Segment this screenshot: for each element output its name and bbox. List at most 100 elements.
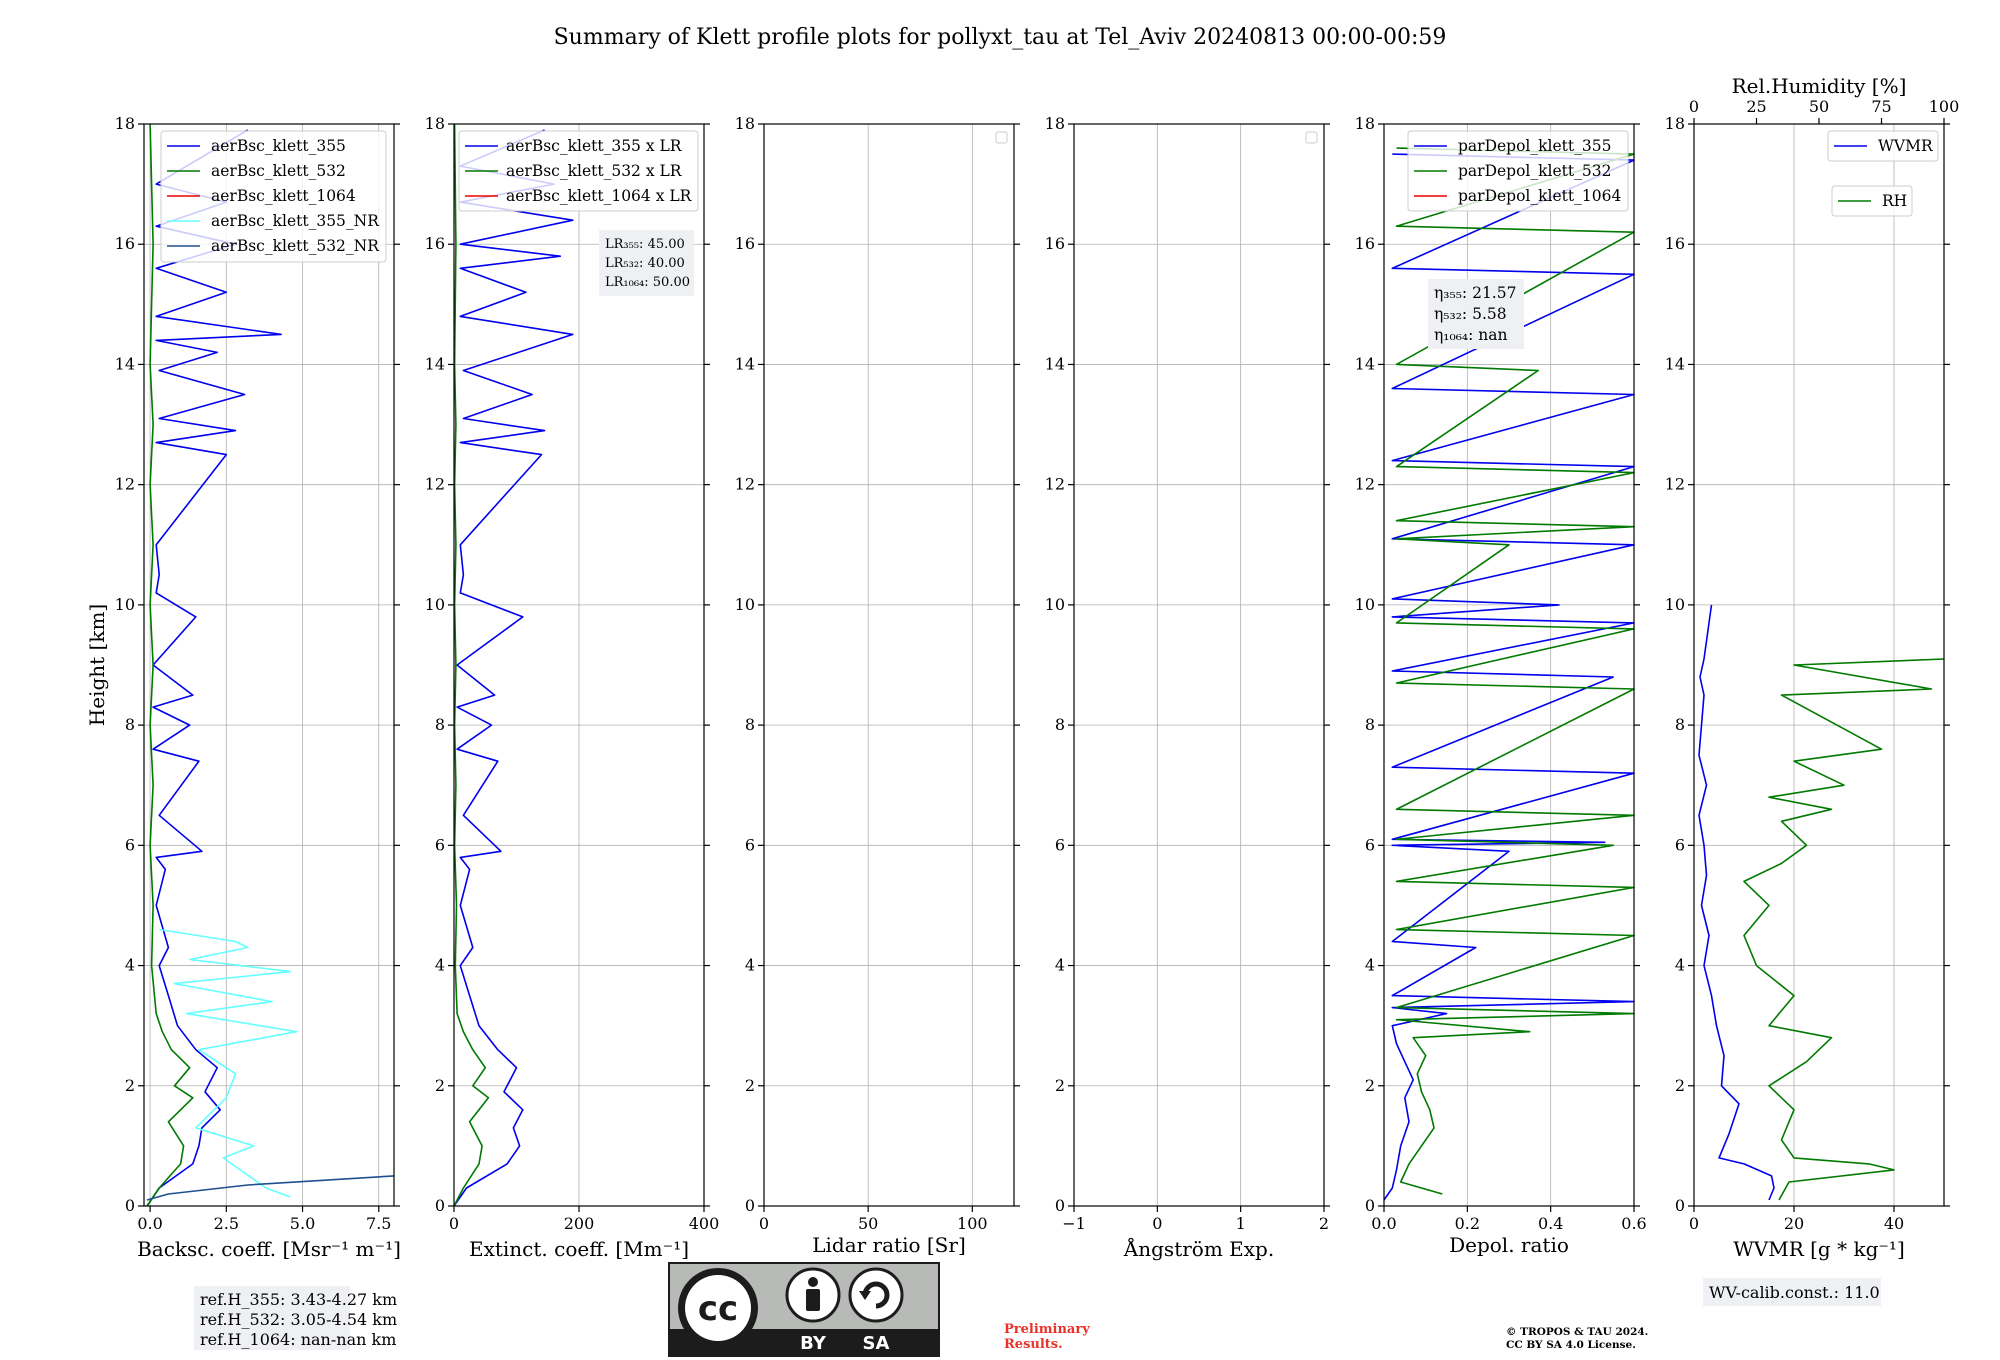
preliminary-results-note: Preliminary Results.: [1004, 1322, 1090, 1352]
series-line-aerbsc-klett-355: [146, 129, 283, 1207]
reference-height-box: [194, 1286, 350, 1350]
legend-label-wvmr: WVMR: [1878, 137, 1934, 155]
sa-arrow-arc: [862, 1281, 890, 1309]
sa-share-alike-icon: [848, 1267, 904, 1323]
depol-xlabel: Depol. ratio: [1449, 1233, 1569, 1257]
legend-label-depol355: parDepol_klett_355: [1458, 137, 1611, 155]
backscatter-grid: [144, 123, 394, 1207]
y-tick-label: 6: [745, 835, 755, 854]
lidarratio-grid: [763, 123, 1014, 1207]
extinction-legend: aerBsc_klett_355 x LR aerBsc_klett_532 x…: [458, 130, 699, 212]
series-line-rh: [1743, 658, 1945, 1201]
sa-label: SA: [863, 1333, 890, 1354]
y-tick-label: 2: [1365, 1076, 1375, 1095]
legend-label-bsc532: aerBsc_klett_532: [211, 162, 346, 180]
y-tick-label: 0: [1365, 1196, 1375, 1215]
top-x-tick-label: 50: [1809, 97, 1829, 116]
legend-label-rh: RH: [1882, 192, 1907, 210]
backscatter-legend-box: [160, 130, 387, 263]
x-tick-label: 20: [1784, 1214, 1804, 1233]
depol-frame: [1383, 123, 1635, 1207]
y-tick-label: 12: [1355, 475, 1375, 494]
x-tick-label: 0.4: [1538, 1214, 1563, 1233]
rh-top-xlabel: Rel.Humidity [%]: [1732, 74, 1907, 98]
x-tick-label: 100: [957, 1214, 988, 1233]
lr355-text: LR₃₅₅: 45.00: [605, 237, 685, 252]
y-tick-label: 8: [1365, 715, 1375, 734]
series-line-pardepol-klett-355: [1383, 153, 1635, 1201]
top-x-tick-label: 0: [1689, 97, 1699, 116]
copyright-line-1: © TROPOS & TAU 2024.: [1506, 1326, 1649, 1338]
backscatter-series: [146, 123, 395, 1207]
y-tick-label: 8: [125, 715, 135, 734]
y-tick-label: 4: [435, 956, 445, 975]
extinction-xlabel: Extinct. coeff. [Mm⁻¹]: [469, 1237, 689, 1261]
y-tick-label: 10: [1045, 595, 1065, 614]
depol-legend: parDepol_klett_355 parDepol_klett_532 pa…: [1407, 130, 1629, 212]
extinction-legend-box: [458, 130, 699, 212]
legend-label-depol532: parDepol_klett_532: [1458, 162, 1611, 180]
x-tick-label: 0: [1689, 1214, 1699, 1233]
backscatter-ticks: 0 2 4 6 8 10 12 14 16 18 0.0 2.5 5.0 7.5: [115, 114, 400, 1233]
y-tick-label: 14: [115, 354, 135, 373]
y-tick-label: 0: [125, 1196, 135, 1215]
x-tick-label: −1: [1062, 1214, 1086, 1233]
y-tick-label: 12: [425, 475, 445, 494]
panel-depol: 0 2 4 6 8 10 12 14 16 18 0.0 0.2 0.4 0.6 Depol. ratio…: [1355, 114, 1647, 1257]
x-tick-label: 5.0: [290, 1214, 315, 1233]
wvmr-frame: [1693, 123, 1945, 1207]
y-tick-label: 6: [435, 835, 445, 854]
angstrom-grid: [1073, 123, 1325, 1207]
by-label: BY: [800, 1333, 827, 1354]
rh-legend-box: [1831, 185, 1913, 217]
eta355-text: η₃₅₅: 21.57: [1434, 284, 1516, 302]
x-tick-label: 0.0: [1371, 1214, 1396, 1233]
panel-lidar-ratio: 0 2 4 6 8 10 12 14 16 18 0 50 100 Lidar ratio [Sr]: [735, 114, 1020, 1257]
y-tick-label: 18: [425, 114, 445, 133]
y-tick-label: 4: [745, 956, 755, 975]
y-tick-label: 14: [735, 354, 755, 373]
wvmr-legend-box: [1827, 130, 1939, 162]
wvmr-legend: WVMR RH: [1827, 130, 1939, 217]
reference-height-note: ref.H_355: 3.43-4.27 km ref.H_532: 3.05-…: [194, 1286, 397, 1350]
top-x-tick-label: 25: [1746, 97, 1766, 116]
y-tick-label: 16: [425, 234, 445, 253]
wv-calibration-box: [1703, 1278, 1881, 1306]
x-tick-label: 2: [1319, 1214, 1329, 1233]
wv-calibration-note: WV-calib.const.: 11.0: [1703, 1278, 1881, 1306]
y-tick-label: 8: [1675, 715, 1685, 734]
height-ylabel: Height [km]: [85, 604, 109, 726]
panel-extinction: 0 2 4 6 8 10 12 14 16 18 0 200 400 Extinct. coeff. […: [425, 114, 720, 1261]
angstrom-xlabel: Ångström Exp.: [1123, 1236, 1274, 1261]
by-person-body: [806, 1289, 820, 1311]
legend-label-ext1064: aerBsc_klett_1064 x LR: [506, 187, 693, 205]
legend-label-depol1064: parDepol_klett_1064: [1458, 187, 1621, 205]
cc-letters-icon: cc: [698, 1289, 738, 1329]
y-tick-label: 6: [1055, 835, 1065, 854]
x-tick-label: 1: [1236, 1214, 1246, 1233]
lidarratio-frame: [763, 123, 1015, 1207]
backscatter-legend: aerBsc_klett_355 aerBsc_klett_532 aerBsc…: [160, 130, 387, 263]
y-tick-label: 2: [745, 1076, 755, 1095]
lidar-ratio-note: LR₃₅₅: 45.00 LR₅₃₂: 40.00 LR₁₀₆₄: 50.00: [599, 230, 694, 296]
cc-license-badge: cc BY SA: [668, 1262, 940, 1357]
legend-label-bsc1064: aerBsc_klett_1064: [211, 187, 356, 205]
y-tick-label: 0: [1055, 1196, 1065, 1215]
y-tick-label: 0: [435, 1196, 445, 1215]
series-line-aerbsc-klett-532-nr: [146, 1175, 395, 1201]
y-tick-label: 12: [1045, 475, 1065, 494]
x-tick-label: 2.5: [214, 1214, 239, 1233]
legend-label-ext532: aerBsc_klett_532 x LR: [506, 162, 683, 180]
y-tick-label: 8: [435, 715, 445, 734]
refh355-text: ref.H_355: 3.43-4.27 km: [200, 1290, 397, 1309]
x-tick-label: 0.6: [1621, 1214, 1646, 1233]
y-tick-label: 2: [1675, 1076, 1685, 1095]
y-tick-label: 0: [1675, 1196, 1685, 1215]
backscatter-frame: [143, 123, 395, 1207]
y-tick-label: 16: [1355, 234, 1375, 253]
series-line-wvmr: [1698, 604, 1775, 1201]
y-tick-label: 18: [1045, 114, 1065, 133]
legend-label-bsc532nr: aerBsc_klett_532_NR: [211, 237, 380, 255]
